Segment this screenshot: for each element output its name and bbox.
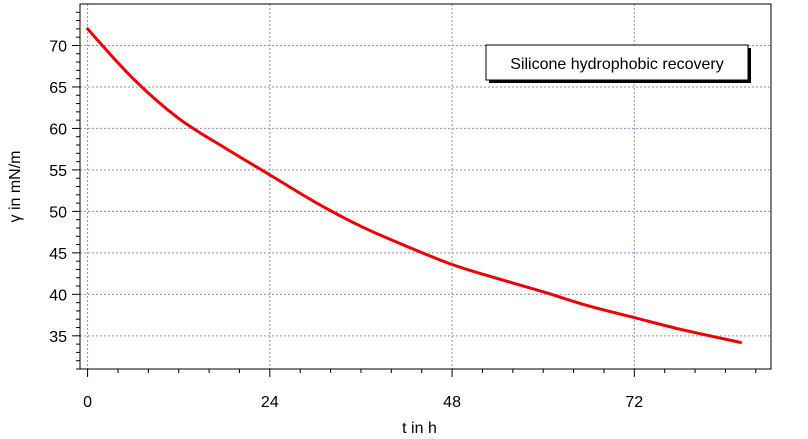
x-axis-label: t in h [402,420,437,437]
series-line-silicone-recovery [86,27,743,344]
y-axis: 35 40 45 50 55 60 65 70 [49,11,80,370]
y-tick-label: 70 [49,38,67,55]
x-tick-label: 72 [625,394,643,411]
x-tick-label: 0 [83,394,92,411]
x-tick-label: 48 [443,394,461,411]
legend-text: Silicone hydrophobic recovery [510,56,723,73]
x-axis: 0 24 48 72 [83,369,757,411]
y-tick-label: 40 [49,287,67,304]
y-tick-label: 60 [49,121,67,138]
y-axis-label: γ in mN/m [7,151,24,223]
y-tick-label: 55 [49,163,67,180]
y-tick-label: 45 [49,246,67,263]
y-tick-label: 50 [49,204,67,221]
x-tick-label: 24 [261,394,279,411]
legend-box [485,44,749,81]
legend: Silicone hydrophobic recovery [485,44,751,83]
y-tick-label: 65 [49,80,67,97]
y-tick-label: 35 [49,329,67,346]
